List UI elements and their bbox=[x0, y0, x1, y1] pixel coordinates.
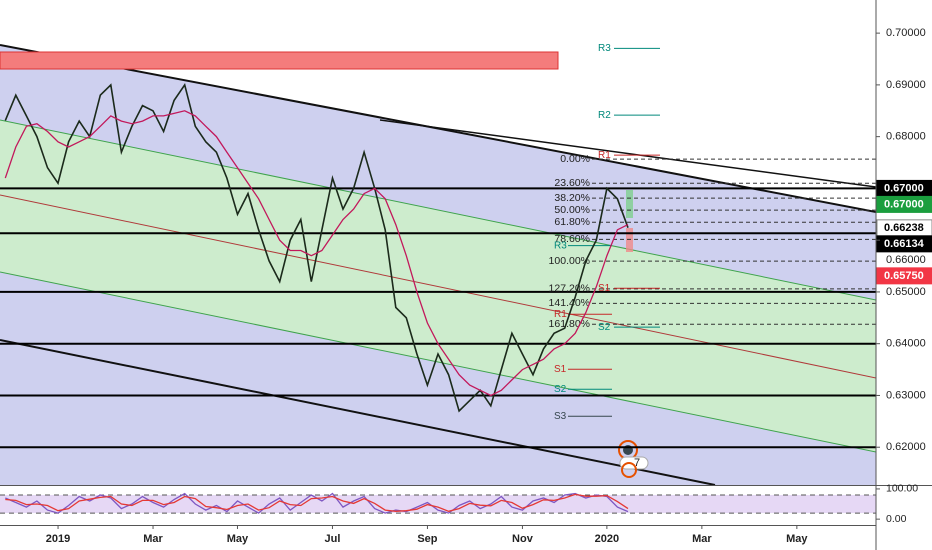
y-tick-label: 0.70000 bbox=[886, 27, 926, 39]
fib-label: 161.80% bbox=[549, 318, 590, 330]
fib-label: 50.00% bbox=[554, 204, 590, 216]
resistance-zone bbox=[0, 51, 559, 70]
price-label: 0.65750 bbox=[884, 270, 924, 282]
y-tick-label: 0.66000 bbox=[886, 254, 926, 266]
pivot-label: S2 bbox=[554, 384, 567, 395]
fib-label: 23.60% bbox=[554, 177, 590, 189]
pivot-label: S1 bbox=[554, 364, 567, 375]
channel-line bbox=[0, 271, 876, 453]
x-tick-label: 2019 bbox=[46, 533, 70, 545]
plot: 0.00% 23.60% 38.20%50.00%61.80% 78.60% 100.0… bbox=[0, 43, 876, 449]
badge bbox=[619, 456, 649, 470]
x-tick-label: May bbox=[227, 533, 249, 545]
y-tick-label: 0.64000 bbox=[886, 338, 926, 350]
pivot-label: R1 bbox=[554, 309, 567, 320]
pivot-label: S2 bbox=[598, 322, 611, 333]
x-tick-label: Mar bbox=[692, 533, 712, 545]
x-tick-label: May bbox=[786, 533, 808, 545]
pivot-label: R1 bbox=[598, 150, 611, 161]
fib-label: 0.00% bbox=[560, 153, 590, 165]
pivot-label: R3 bbox=[598, 43, 611, 54]
event-icon bbox=[621, 462, 637, 478]
fib-label: 61.80% bbox=[554, 216, 590, 228]
series-line bbox=[4, 110, 629, 397]
x-tick-label: Jul bbox=[325, 533, 341, 545]
price-label: 0.66134 bbox=[884, 238, 925, 250]
pivot-label: S3 bbox=[554, 411, 567, 422]
x-tick-label: 2020 bbox=[595, 533, 619, 545]
pivot-label: S1 bbox=[598, 283, 611, 294]
position-target bbox=[626, 190, 633, 218]
price-label: 0.67000 bbox=[884, 182, 924, 194]
badge-text: 7 bbox=[634, 457, 640, 469]
oscillator bbox=[0, 492, 876, 514]
y-tick-label: 0.68000 bbox=[886, 131, 926, 143]
series-line bbox=[5, 493, 629, 512]
price-label-box bbox=[876, 235, 932, 253]
drawings: 7 bbox=[0, 44, 876, 485]
x-tick-label: Nov bbox=[512, 533, 534, 545]
y-tick-label: 100.00 bbox=[886, 483, 918, 495]
position-stop bbox=[626, 228, 633, 252]
x-tick-label: Mar bbox=[143, 533, 163, 545]
price-label: 0.66238 bbox=[884, 222, 924, 234]
y-tick-label: 0.65000 bbox=[886, 286, 926, 298]
fib-label: 141.40% bbox=[549, 297, 590, 309]
price-label-box bbox=[876, 267, 932, 285]
y-tick-label: 0.69000 bbox=[886, 79, 926, 91]
fib-label: 100.00% bbox=[549, 255, 590, 267]
price-label-box bbox=[876, 195, 932, 213]
pivot-label: R3 bbox=[554, 240, 567, 251]
trend-line bbox=[379, 119, 876, 188]
channel-mid-line bbox=[0, 194, 876, 379]
series-line bbox=[4, 82, 629, 413]
fib-label: 78.60% bbox=[554, 233, 590, 245]
pivot-label: R2 bbox=[598, 110, 611, 121]
fib-label: 127.20% bbox=[549, 283, 590, 295]
fib-label: 38.20% bbox=[554, 192, 590, 204]
y-tick-label: 0.63000 bbox=[886, 389, 926, 401]
channel-line bbox=[0, 119, 876, 301]
y-tick-label: 0.00 bbox=[886, 513, 907, 525]
trend-line bbox=[0, 339, 716, 485]
y-tick-label: 0.62000 bbox=[886, 441, 926, 453]
price-label: 0.67000 bbox=[884, 198, 924, 210]
x-tick-label: Sep bbox=[417, 533, 437, 545]
